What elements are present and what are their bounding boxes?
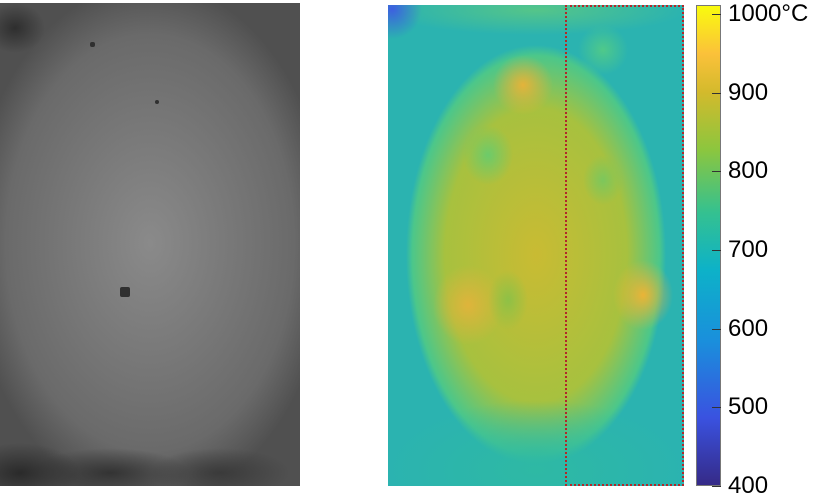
colorbar-tick-label: 500 (728, 393, 769, 421)
colorbar-tick-label: 900 (728, 78, 769, 106)
colorbar-tick (712, 250, 721, 251)
dark-spot (90, 42, 95, 47)
colorbar-tick (712, 486, 721, 487)
colorbar-tick-label: 1000°C (728, 0, 809, 27)
colorbar-tick (712, 171, 721, 173)
colorbar-tick (712, 92, 721, 94)
colorbar-tick-label: 700 (728, 236, 769, 263)
dark-spot (120, 287, 130, 297)
colorbar-tick-label: 600 (728, 314, 769, 342)
highlight-region-box (565, 5, 684, 486)
colorbar-tick-label: 400 (728, 472, 769, 499)
grayscale-photo (0, 3, 300, 486)
colorbar-tick (712, 407, 721, 409)
dark-spot (155, 100, 159, 104)
colorbar-tick (712, 14, 721, 15)
temperature-heatmap (388, 5, 684, 486)
colorbar-tick (712, 328, 721, 330)
colorbar-tick-label: 800 (728, 157, 769, 185)
colorbar (696, 5, 721, 486)
